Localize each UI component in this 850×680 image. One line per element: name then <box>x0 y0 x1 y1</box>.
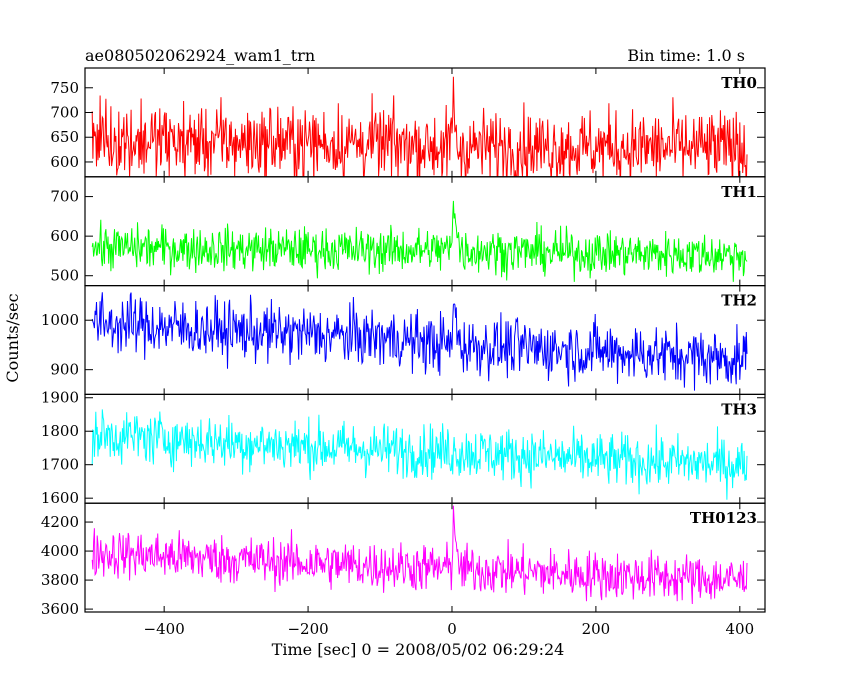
y-tick-label: 3800 <box>41 571 79 589</box>
panel-th0: 600 650 700 750 TH0 <box>50 67 766 178</box>
chart-title: ae080502062924_wam1_trn <box>85 46 315 65</box>
y-tick-label: 900 <box>50 361 79 379</box>
y-tick-label: 3600 <box>41 600 79 618</box>
y-tick-label: 500 <box>50 267 79 285</box>
y-tick-label: 4200 <box>41 513 79 531</box>
y-tick-label: 1000 <box>41 311 79 329</box>
y-tick-label: 650 <box>50 128 79 146</box>
x-axis-ticks: −400 −200 0 200 400 <box>144 620 755 638</box>
y-tick-label: 750 <box>50 79 79 97</box>
y-tick-label: 4000 <box>41 542 79 560</box>
bin-time-label: Bin time: 1.0 s <box>627 46 745 65</box>
panel-th3: 1600 1700 1800 1900 TH3 <box>41 389 766 507</box>
y-tick-label: 1900 <box>41 389 79 407</box>
y-tick-label: 700 <box>50 104 79 122</box>
series-line-th2 <box>91 292 748 391</box>
panel-th2: 900 1000 TH2 <box>41 285 766 396</box>
panel-label-th0123: TH0123 <box>690 509 757 527</box>
series-line-th3 <box>91 409 748 500</box>
y-tick-label: 1800 <box>41 422 79 440</box>
panel-th0123: 3600 3800 4000 4200 TH0123 <box>41 502 766 618</box>
panel-frame <box>84 502 766 613</box>
x-axis-label: Time [sec] 0 = 2008/05/02 06:29:24 <box>272 640 565 659</box>
panel-th1: 500 600 700 TH1 <box>50 176 766 287</box>
panel-frame <box>84 176 766 287</box>
x-tick-label: −400 <box>144 620 185 638</box>
panel-label-th1: TH1 <box>721 183 757 201</box>
panel-label-th3: TH3 <box>721 400 757 418</box>
y-tick-label: 600 <box>50 153 79 171</box>
x-tick-label: 200 <box>582 620 611 638</box>
panel-label-th2: TH2 <box>721 292 757 310</box>
y-tick-label: 1700 <box>41 456 79 474</box>
y-axis-label: Counts/sec <box>3 293 22 382</box>
panel-label-th0: TH0 <box>721 74 757 92</box>
y-tick-label: 1600 <box>41 489 79 507</box>
series-line-th0123 <box>91 505 748 605</box>
y-tick-label: 700 <box>50 188 79 206</box>
series-line-th1 <box>91 200 748 282</box>
x-tick-label: −200 <box>287 620 328 638</box>
panels-group: 600 650 700 750 TH0 500 600 700 TH1 900 1000 TH2 160… <box>41 67 766 618</box>
x-tick-label: 400 <box>725 620 754 638</box>
series-line-th0 <box>91 76 748 177</box>
x-tick-label: 0 <box>447 620 457 638</box>
y-tick-label: 600 <box>50 227 79 245</box>
